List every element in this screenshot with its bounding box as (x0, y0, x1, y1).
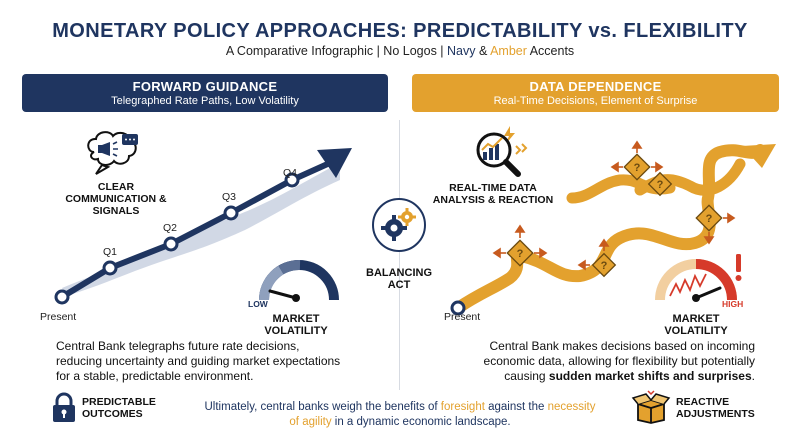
footer-part3: in a dynamic economic landscape. (331, 416, 511, 428)
svg-text:?: ? (706, 213, 713, 225)
decision-node-2 (591, 252, 617, 278)
label-q1: Q1 (103, 246, 118, 258)
point-q1 (102, 260, 118, 276)
gauge-low-label: LOW (248, 299, 268, 309)
gauge-high-label: HIGH (722, 299, 744, 309)
data-dependence-description: Central Bank makes decisions based on in… (455, 339, 755, 384)
forward-guidance-title: FORWARD GUIDANCE (132, 79, 278, 94)
right-volatility-label: MARKET VOLATILITY (664, 313, 728, 337)
subtitle-navy: Navy (447, 44, 476, 58)
page-subtitle: A Comparative Infographic | No Logos | N… (0, 44, 800, 58)
subtitle-prefix: A Comparative Infographic | No Logos | (225, 44, 448, 58)
svg-text:?: ? (657, 179, 664, 191)
forward-guidance-subtitle: Telegraphed Rate Paths, Low Volatility (111, 95, 299, 107)
label-q2: Q2 (163, 222, 178, 234)
label-present-right: Present (444, 311, 481, 323)
forward-guidance-banner: FORWARD GUIDANCE Telegraphed Rate Paths,… (22, 74, 388, 112)
description-prefix: Central Bank makes decisions based on in… (483, 339, 755, 383)
high-volatility-gauge-icon (655, 254, 742, 302)
subtitle-amp: & (475, 44, 491, 58)
point-q2 (163, 236, 179, 252)
data-dependence-subtitle: Real-Time Decisions, Element of Surprise (493, 95, 698, 107)
megaphone-bubble-icon (87, 131, 138, 175)
decision-node-5 (647, 171, 673, 197)
point-q4 (284, 172, 300, 188)
winding-path (452, 144, 766, 314)
footer-summary: Ultimately, central banks weigh the bene… (200, 400, 600, 430)
forward-guidance-description: Central Bank telegraphs future rate deci… (56, 339, 341, 383)
point-present (54, 289, 70, 305)
reactive-adjustments-label: REACTIVE ADJUSTMENTS (676, 396, 755, 420)
decision-node-1 (506, 239, 534, 267)
low-volatility-gauge-icon (259, 260, 339, 302)
footer-part2: against the (484, 401, 548, 413)
svg-text:?: ? (517, 248, 524, 260)
predictable-outcomes-label: PREDICTABLE OUTCOMES (82, 396, 156, 420)
svg-text:?: ? (601, 260, 608, 272)
decision-node-3 (623, 153, 651, 181)
box-icon (631, 390, 671, 424)
gears-icon (372, 198, 426, 252)
data-dependence-banner: DATA DEPENDENCE Real-Time Decisions, Ele… (412, 74, 779, 112)
label-q4: Q4 (283, 167, 298, 179)
subtitle-suffix: Accents (526, 44, 575, 58)
point-q3 (223, 205, 239, 221)
left-volatility-label: MARKET VOLATILITY (264, 313, 328, 337)
label-present-left: Present (40, 311, 77, 323)
page-title: MONETARY POLICY APPROACHES: PREDICTABILI… (52, 20, 748, 42)
subtitle-amber: Amber (490, 44, 527, 58)
description-suffix: . (751, 369, 755, 383)
magnifier-chart-icon (476, 126, 528, 177)
footer-part1: Ultimately, central banks weigh the bene… (204, 401, 441, 413)
winding-arrowhead (742, 144, 776, 168)
analysis-label: REAL-TIME DATA ANALYSIS & REACTION (432, 182, 554, 206)
label-q3: Q3 (222, 191, 237, 203)
decision-node-4 (695, 204, 723, 232)
winding-path-chart: ????? (450, 140, 776, 316)
balancing-act-label: BALANCING ACT (366, 267, 432, 291)
right-present-point (450, 300, 466, 316)
footer-foresight: foresight (440, 401, 485, 413)
data-dependence-title: DATA DEPENDENCE (529, 79, 662, 94)
rate-path-arrowhead (317, 148, 352, 178)
svg-text:?: ? (634, 162, 641, 174)
description-bold: sudden market shifts and surprises (548, 369, 752, 383)
rate-path-chart (54, 148, 352, 305)
footer-agility: necessity of agility (289, 401, 596, 428)
lock-icon (53, 392, 75, 422)
center-divider (399, 120, 400, 390)
communication-label: CLEAR COMMUNICATION & SIGNALS (65, 181, 167, 217)
